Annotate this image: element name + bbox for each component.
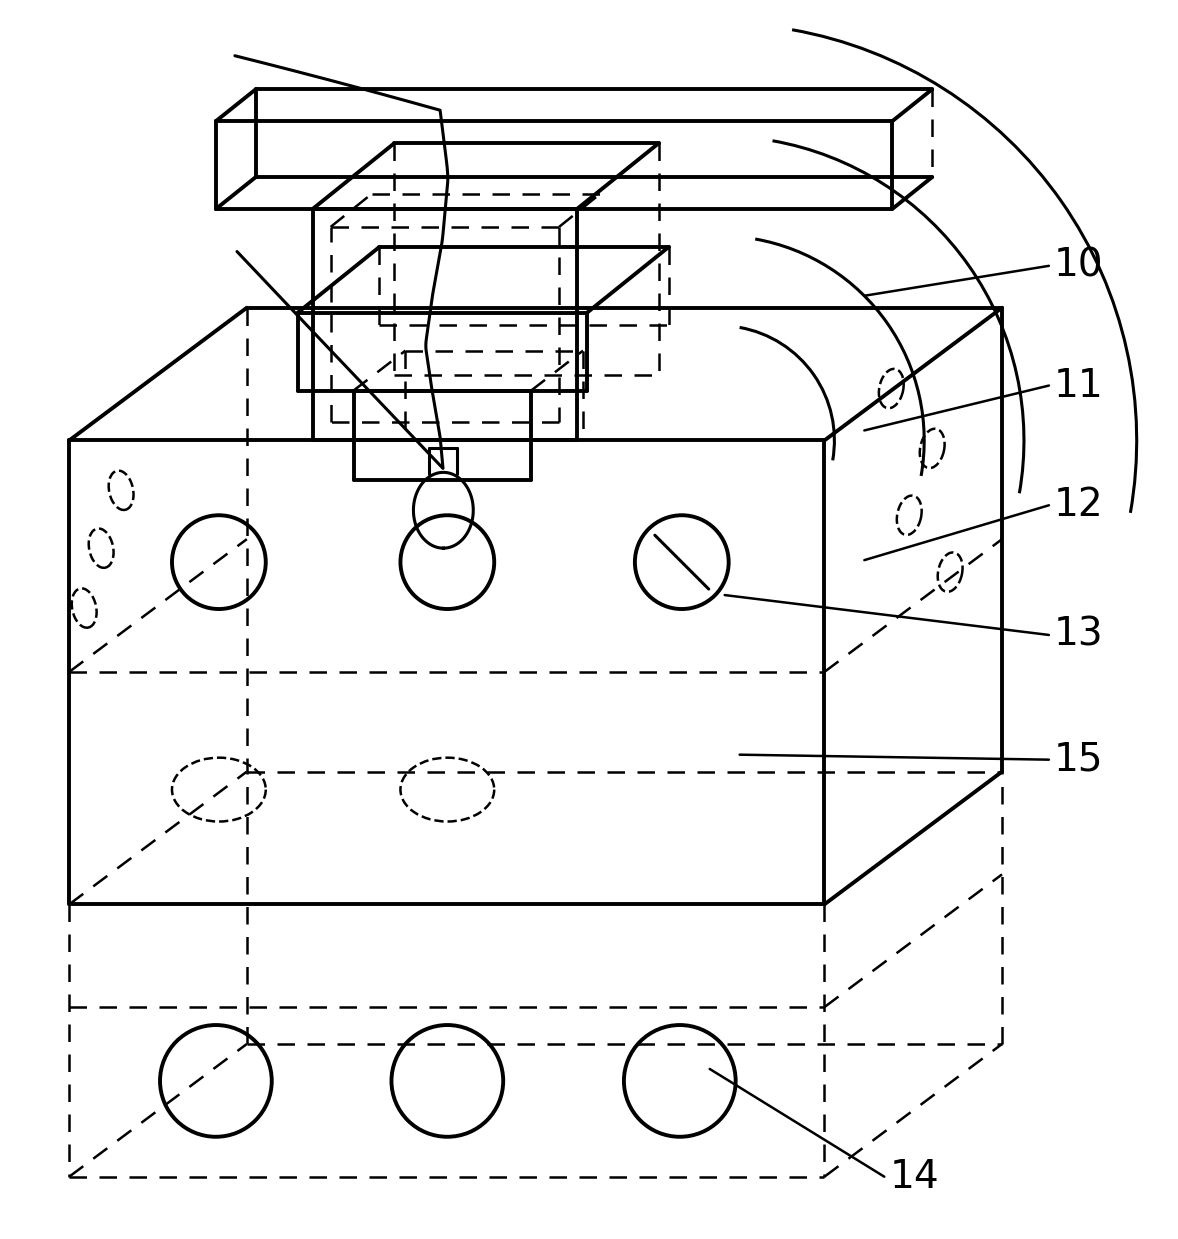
Text: 10: 10 (1054, 247, 1104, 285)
Text: 14: 14 (889, 1157, 939, 1196)
Text: 11: 11 (1054, 367, 1104, 405)
Text: 15: 15 (1054, 741, 1104, 778)
Text: 12: 12 (1054, 486, 1104, 524)
Text: 13: 13 (1054, 616, 1104, 654)
